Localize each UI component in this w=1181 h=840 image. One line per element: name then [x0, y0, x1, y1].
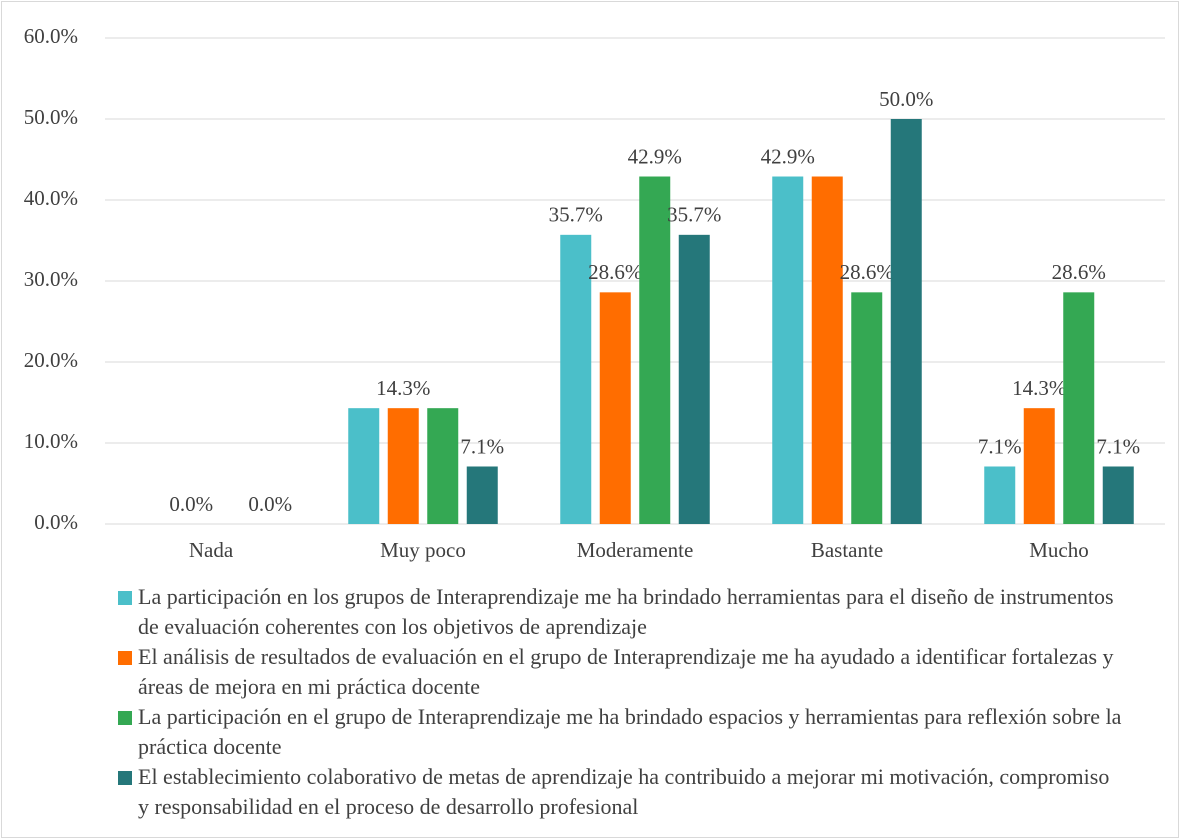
bar	[1023, 408, 1055, 524]
data-label: 7.1%	[1096, 434, 1140, 458]
data-label: 35.7%	[549, 203, 603, 227]
bar	[772, 176, 804, 524]
bar	[1102, 466, 1134, 524]
x-tick-label: Moderamente	[577, 538, 694, 562]
legend-label: La participación en el grupo de Interapr…	[138, 704, 1122, 759]
bar	[1063, 292, 1095, 524]
y-tick-label: 50.0%	[24, 105, 78, 129]
y-tick-label: 10.0%	[24, 429, 78, 453]
x-tick-label: Mucho	[1029, 538, 1089, 562]
y-tick-label: 60.0%	[24, 24, 78, 48]
data-label: 42.9%	[628, 144, 682, 168]
bar	[387, 408, 419, 524]
y-tick-label: 40.0%	[24, 186, 78, 210]
bar	[851, 292, 883, 524]
data-label: 0.0%	[169, 492, 213, 516]
data-label: 50.0%	[879, 87, 933, 111]
bar	[427, 408, 459, 524]
data-label: 35.7%	[667, 203, 721, 227]
data-label: 28.6%	[1052, 260, 1106, 284]
legend-swatch	[118, 591, 132, 605]
bar	[890, 119, 922, 524]
legend: La participación en los grupos de Intera…	[114, 582, 1124, 822]
y-tick-label: 30.0%	[24, 267, 78, 291]
bar	[348, 408, 380, 524]
bar	[599, 292, 631, 524]
legend-swatch	[118, 711, 132, 725]
y-tick-label: 20.0%	[24, 348, 78, 372]
legend-swatch	[118, 651, 132, 665]
legend-entry: El establecimiento colaborativo de metas…	[114, 762, 1124, 822]
x-tick-label: Muy poco	[380, 538, 466, 562]
bar	[678, 234, 710, 524]
y-tick-label: 0.0%	[34, 510, 78, 534]
legend-entry: La participación en el grupo de Interapr…	[114, 702, 1124, 762]
data-label: 14.3%	[376, 376, 430, 400]
data-label: 42.9%	[761, 144, 815, 168]
x-tick-label: Nada	[189, 538, 234, 562]
data-label: 7.1%	[460, 434, 504, 458]
legend-label: El establecimiento colaborativo de metas…	[138, 764, 1110, 819]
legend-entry: El análisis de resultados de evaluación …	[114, 642, 1124, 702]
bar	[466, 466, 498, 524]
data-label: 14.3%	[1012, 376, 1066, 400]
legend-label: El análisis de resultados de evaluación …	[138, 644, 1114, 699]
data-label: 28.6%	[588, 260, 642, 284]
x-tick-label: Bastante	[811, 538, 883, 562]
bar	[560, 234, 592, 524]
data-label: 7.1%	[978, 434, 1022, 458]
data-label: 28.6%	[840, 260, 894, 284]
legend-entry: La participación en los grupos de Intera…	[114, 582, 1124, 642]
bar	[984, 466, 1016, 524]
legend-swatch	[118, 771, 132, 785]
bar	[639, 176, 671, 524]
data-label: 0.0%	[248, 492, 292, 516]
legend-label: La participación en los grupos de Intera…	[138, 584, 1114, 639]
bar	[811, 176, 843, 524]
